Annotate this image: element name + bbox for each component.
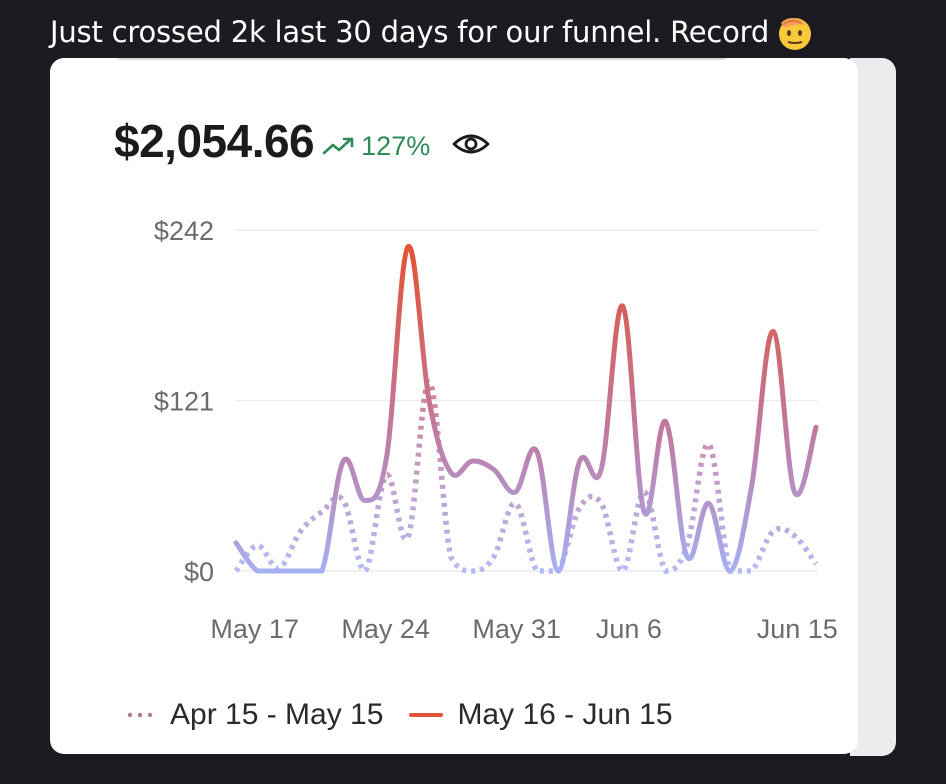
chart-legend: Apr 15 - May 15 May 16 - Jun 15 — [126, 698, 699, 732]
legend-label-current: May 16 - Jun 15 — [457, 698, 673, 731]
y-tick-label: $242 — [154, 216, 214, 246]
x-tick-label: May 24 — [341, 614, 430, 644]
trending-up-icon — [322, 137, 354, 155]
saluting-face-emoji — [779, 17, 812, 50]
x-tick-label: Jun 6 — [596, 614, 662, 644]
dotted-line-swatch — [127, 712, 153, 718]
change-indicator: 127% — [322, 131, 430, 162]
x-axis-ticks: May 17 May 24 May 31 Jun 6 Jun 15 — [210, 614, 837, 644]
series-lines — [233, 244, 819, 574]
y-tick-label: $121 — [154, 387, 214, 417]
solid-line-swatch — [409, 713, 444, 717]
message-text: Just crossed 2k last 30 days for our fun… — [50, 12, 815, 52]
change-percent: 127% — [361, 130, 431, 161]
legend-item-current[interactable]: May 16 - Jun 15 — [409, 698, 673, 732]
message-caption: Just crossed 2k last 30 days for our fun… — [50, 15, 770, 49]
y-tick-label: $0 — [184, 557, 214, 587]
grid-lines — [236, 229, 818, 572]
legend-label-previous: Apr 15 - May 15 — [170, 698, 384, 731]
y-axis-ticks: $0 $121 $242 — [154, 216, 214, 587]
legend-item-previous[interactable]: Apr 15 - May 15 — [126, 698, 383, 732]
revenue-amount: $2,054.66 — [114, 115, 315, 167]
x-tick-label: May 31 — [472, 614, 561, 644]
series-line-previous — [233, 379, 819, 574]
revenue-line-chart: $0 $121 $242 May 17 May 24 May 31 Jun 6 Jun 15 — [154, 216, 838, 644]
x-tick-label: Jun 15 — [757, 614, 838, 644]
eye-icon[interactable] — [452, 131, 490, 157]
series-line-current — [233, 244, 819, 574]
card-top-edge — [118, 58, 726, 60]
revenue-card: $2,054.66 127% $0 $121 $242 May 17 May 24 Ma… — [50, 58, 858, 754]
summary-row: $2,054.66 127% — [114, 114, 490, 168]
x-tick-label: May 17 — [210, 614, 299, 644]
